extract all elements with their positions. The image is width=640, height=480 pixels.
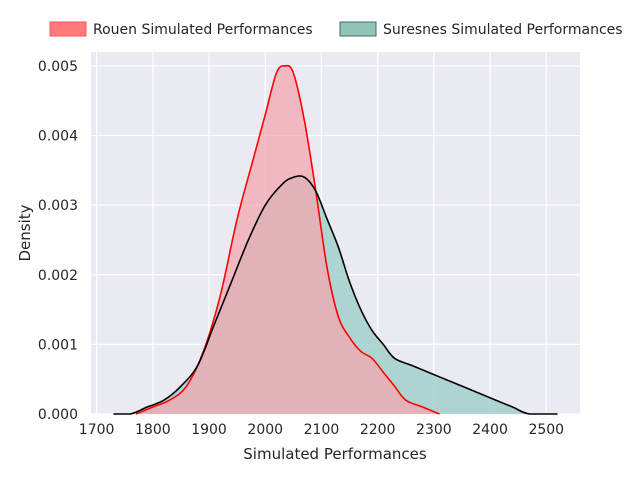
x-tick-label: 1800: [135, 422, 171, 438]
legend-swatch-suresnes: [339, 21, 377, 37]
legend-label-rouen: Rouen Simulated Performances: [93, 22, 313, 38]
y-tick-label: 0.005: [38, 59, 78, 75]
y-axis: 0.000 0.001 0.002 0.003 0.004 0.005: [38, 59, 78, 423]
legend: Rouen Simulated Performances Suresnes Si…: [49, 21, 623, 38]
legend-label-suresnes: Suresnes Simulated Performances: [383, 22, 623, 38]
y-tick-label: 0.000: [38, 407, 78, 423]
x-tick-label: 2100: [304, 422, 340, 438]
density-line-suresnes: [113, 175, 558, 415]
y-tick-label: 0.001: [38, 337, 78, 353]
x-axis-title: Simulated Performances: [243, 445, 427, 463]
x-tick-label: 2200: [360, 422, 396, 438]
x-tick-label: 2000: [247, 422, 283, 438]
x-tick-label: 2500: [528, 422, 564, 438]
x-tick-label: 1900: [191, 422, 227, 438]
legend-swatch-rouen: [49, 21, 87, 37]
x-tick-label: 2300: [416, 422, 452, 438]
density-lines: [113, 64, 558, 415]
y-tick-label: 0.003: [38, 198, 78, 214]
y-tick-label: 0.004: [38, 129, 78, 145]
y-tick-label: 0.002: [38, 268, 78, 284]
x-tick-label: 2400: [472, 422, 508, 438]
y-axis-title: Density: [16, 204, 34, 261]
x-axis: 1700 1800 1900 2000 2100 2200 2300 2400 2500: [79, 422, 564, 438]
x-tick-label: 1700: [79, 422, 115, 438]
